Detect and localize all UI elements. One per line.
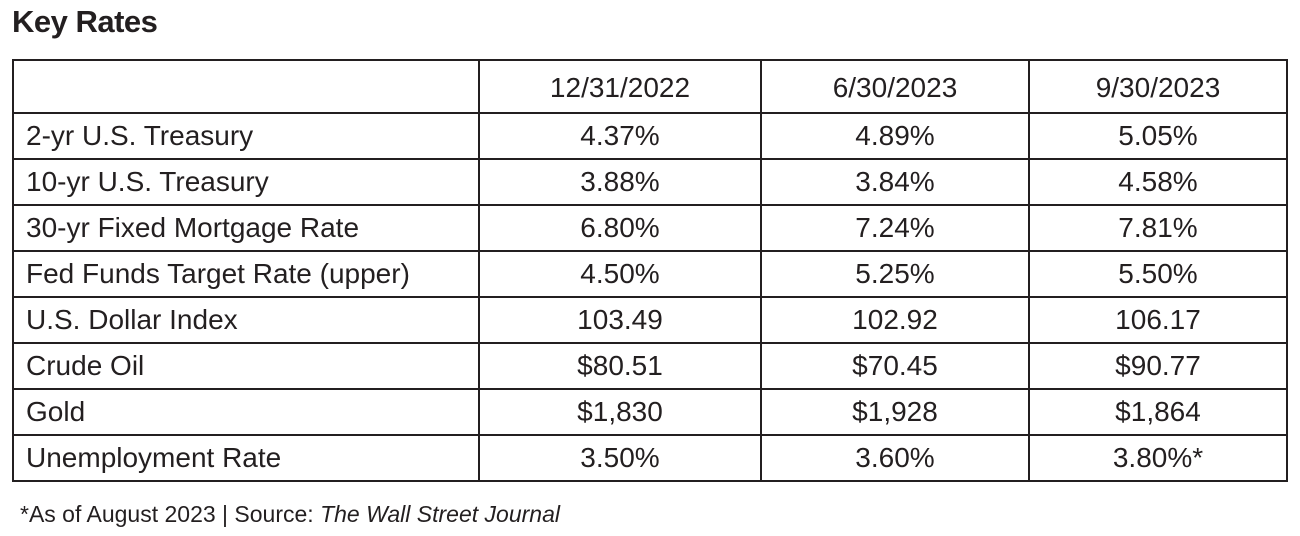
footnote-source: The Wall Street Journal	[320, 501, 560, 527]
table-row: 2-yr U.S. Treasury 4.37% 4.89% 5.05%	[12, 112, 1288, 160]
table-cell: 5.25%	[760, 250, 1030, 298]
table-cell: 3.88%	[478, 158, 762, 206]
footnote-prefix: *As of August 2023 | Source:	[20, 501, 321, 527]
column-header: 12/31/2022	[478, 59, 762, 114]
row-label: 10-yr U.S. Treasury	[12, 158, 480, 206]
column-header: 6/30/2023	[760, 59, 1030, 114]
table-row: U.S. Dollar Index 103.49 102.92 106.17	[12, 296, 1288, 344]
table-row: 30-yr Fixed Mortgage Rate 6.80% 7.24% 7.…	[12, 204, 1288, 252]
table-row: Unemployment Rate 3.50% 3.60% 3.80%*	[12, 434, 1288, 482]
table-cell: 4.58%	[1028, 158, 1288, 206]
row-label: Fed Funds Target Rate (upper)	[12, 250, 480, 298]
table-cell: $1,830	[478, 388, 762, 436]
column-header: 9/30/2023	[1028, 59, 1288, 114]
row-label: Gold	[12, 388, 480, 436]
row-label: U.S. Dollar Index	[12, 296, 480, 344]
table-cell: 7.24%	[760, 204, 1030, 252]
table-row: 10-yr U.S. Treasury 3.88% 3.84% 4.58%	[12, 158, 1288, 206]
table-cell: 6.80%	[478, 204, 762, 252]
table-cell: 103.49	[478, 296, 762, 344]
table-cell: $90.77	[1028, 342, 1288, 390]
key-rates-table: 12/31/2022 6/30/2023 9/30/2023 2-yr U.S.…	[12, 59, 1288, 482]
table-cell: 3.80%*	[1028, 434, 1288, 482]
table-cell: 4.37%	[478, 112, 762, 160]
table-cell: $1,928	[760, 388, 1030, 436]
page-title: Key Rates	[12, 4, 158, 39]
table-cell: 3.50%	[478, 434, 762, 482]
table-row: Crude Oil $80.51 $70.45 $90.77	[12, 342, 1288, 390]
table-cell: 102.92	[760, 296, 1030, 344]
row-label: Unemployment Rate	[12, 434, 480, 482]
row-label: 2-yr U.S. Treasury	[12, 112, 480, 160]
corner-cell	[12, 59, 480, 114]
table-cell: 4.50%	[478, 250, 762, 298]
table-cell: 7.81%	[1028, 204, 1288, 252]
table-cell: $80.51	[478, 342, 762, 390]
table-cell: 5.05%	[1028, 112, 1288, 160]
table-cell: $1,864	[1028, 388, 1288, 436]
table-cell: 5.50%	[1028, 250, 1288, 298]
header-row: 12/31/2022 6/30/2023 9/30/2023	[12, 59, 1288, 114]
table-cell: 3.60%	[760, 434, 1030, 482]
table-row: Fed Funds Target Rate (upper) 4.50% 5.25…	[12, 250, 1288, 298]
row-label: 30-yr Fixed Mortgage Rate	[12, 204, 480, 252]
table-row: Gold $1,830 $1,928 $1,864	[12, 388, 1288, 436]
row-label: Crude Oil	[12, 342, 480, 390]
table-cell: 106.17	[1028, 296, 1288, 344]
table-cell: 4.89%	[760, 112, 1030, 160]
table-cell: $70.45	[760, 342, 1030, 390]
table-cell: 3.84%	[760, 158, 1030, 206]
footnote: *As of August 2023 | Source: The Wall St…	[20, 498, 560, 530]
